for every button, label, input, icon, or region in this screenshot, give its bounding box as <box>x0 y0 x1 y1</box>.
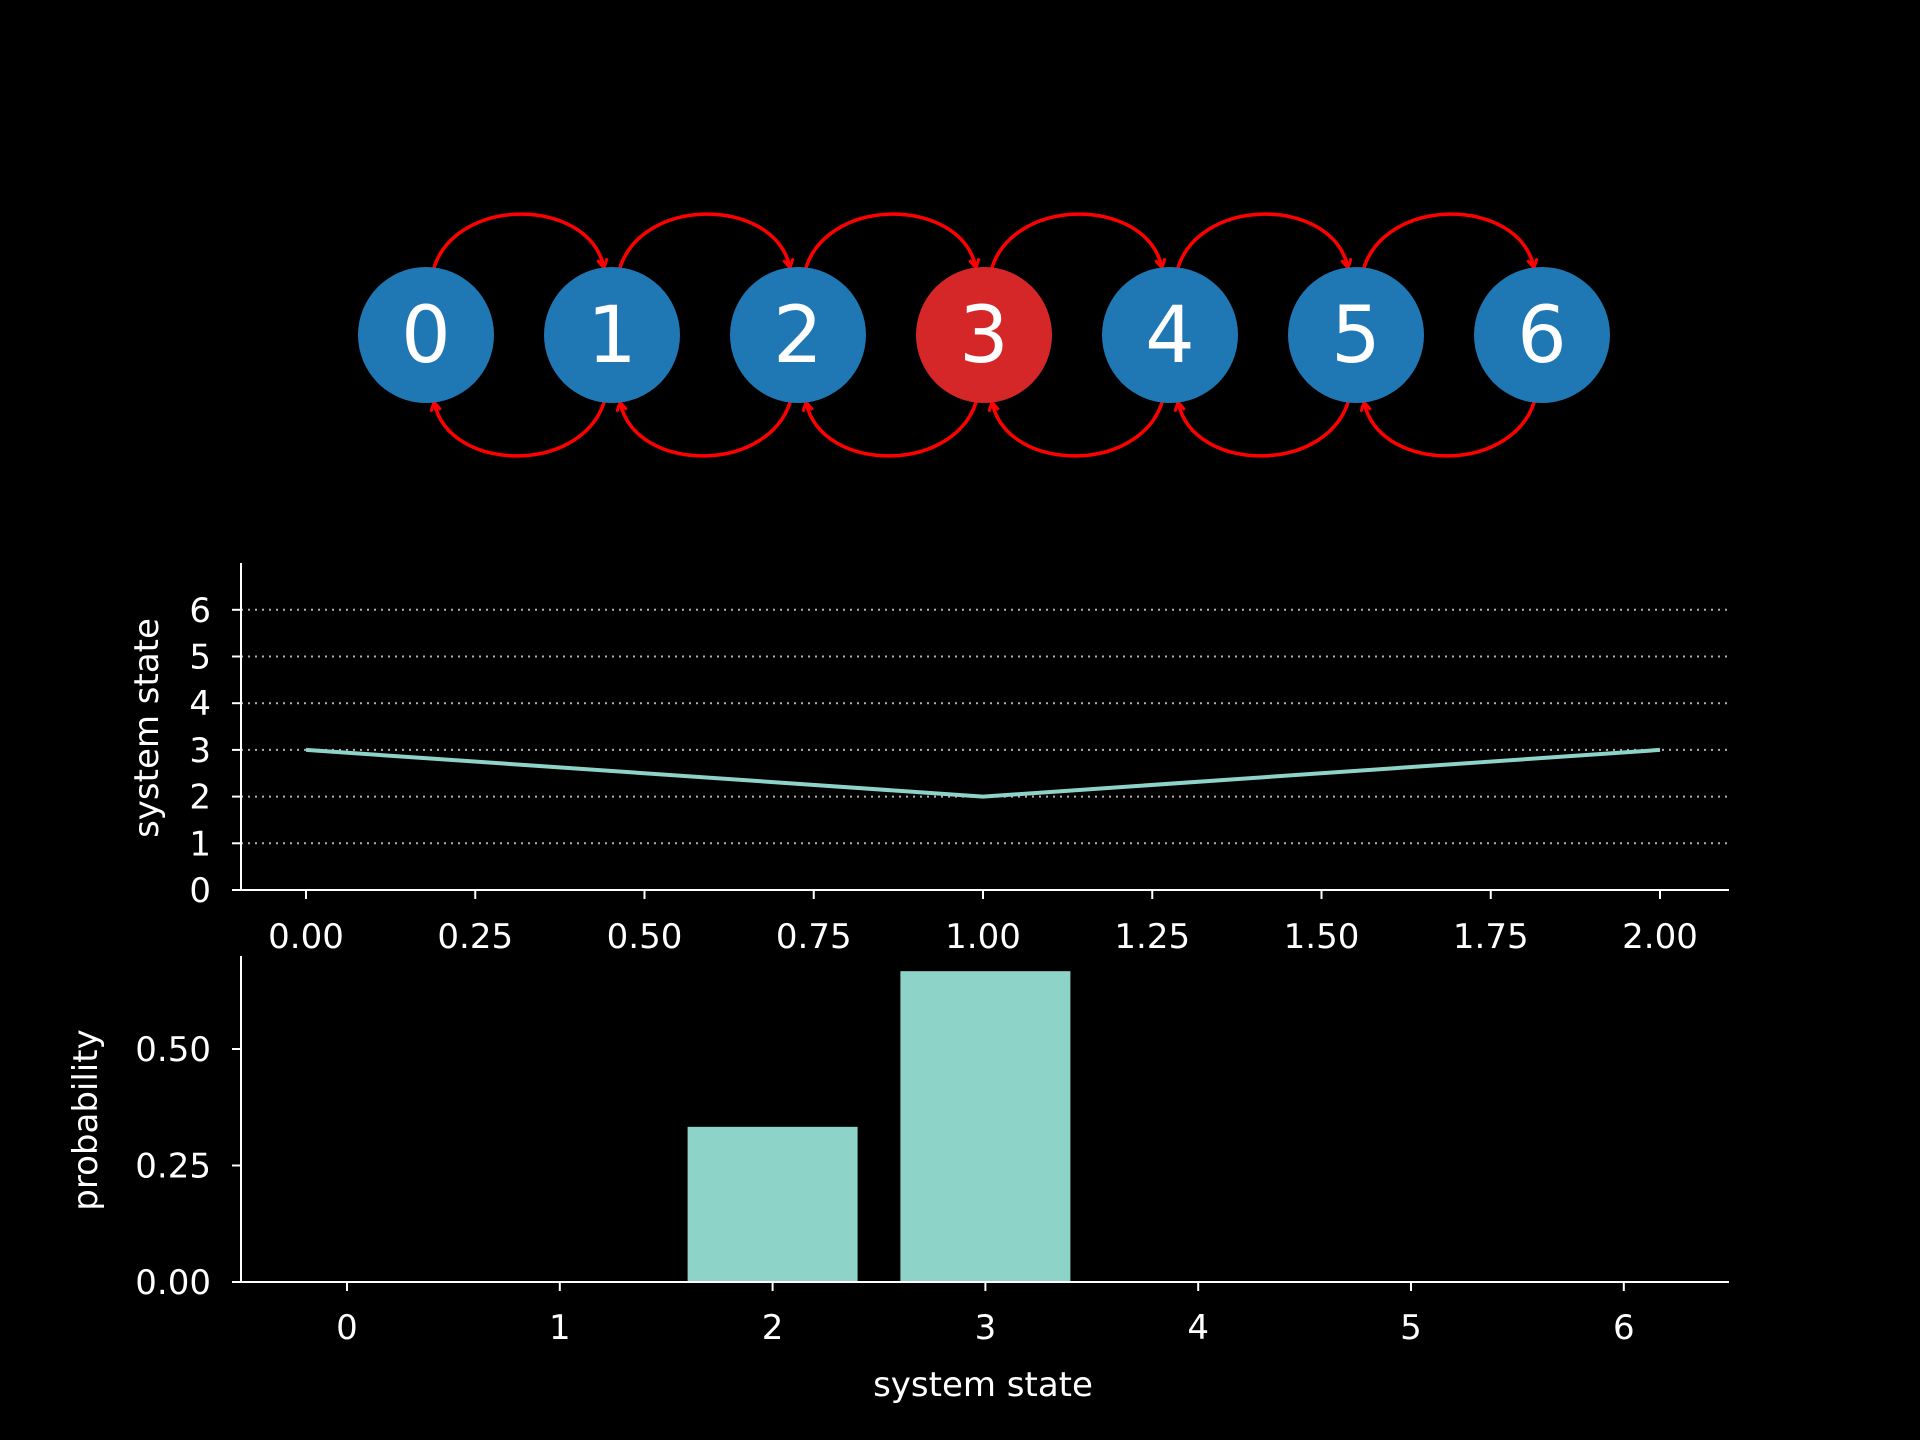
transition-arrow-3-to-2 <box>806 394 980 458</box>
state-trajectory-line <box>305 747 1661 799</box>
state-node-label: 6 <box>1517 291 1567 381</box>
diagram-edges <box>430 212 1538 458</box>
transition-arrow-1-to-2 <box>616 212 790 276</box>
transition-arrow-3-to-4 <box>988 212 1162 276</box>
state-node-5 <box>1288 267 1424 403</box>
diagram-nodes: 0 1 2 3 4 5 6 <box>358 267 1610 403</box>
state-node-label: 5 <box>1331 291 1381 381</box>
transition-arrow-0-to-1 <box>430 212 604 276</box>
x-tick-label: 1.25 <box>1114 917 1190 957</box>
state-node-1 <box>544 267 680 403</box>
y-tick-label: 0 <box>189 871 211 911</box>
state-node-3 <box>916 267 1052 403</box>
bar-chart-bars <box>687 971 1071 1282</box>
line-chart-y-label: system state <box>127 618 167 838</box>
x-tick-label: 5 <box>1400 1308 1422 1348</box>
line-chart-gridlines <box>241 608 1729 845</box>
transition-arrow-4-to-3 <box>992 394 1166 458</box>
line-chart-y-ticks: 0 1 2 3 4 5 6 <box>189 591 241 911</box>
state-node-label: 4 <box>1145 291 1195 381</box>
probability-chart: 0 1 2 3 4 5 6 0.00 0.25 0.50 system state probab… <box>66 956 1729 1405</box>
state-node-label: 0 <box>401 291 451 381</box>
transition-arrow-2-to-1 <box>620 394 794 458</box>
state-node-6 <box>1474 267 1610 403</box>
x-tick-label: 0.75 <box>776 917 852 957</box>
transition-arrow-2-to-3 <box>802 212 976 276</box>
bar-chart-y-label: probability <box>66 1029 106 1210</box>
transition-arrow-1-to-0 <box>434 394 608 458</box>
bar-chart-x-ticks: 0 1 2 3 4 5 6 <box>336 1282 1635 1348</box>
x-tick-label: 0.00 <box>268 917 344 957</box>
x-tick-label: 0.50 <box>607 917 683 957</box>
state-node-label: 2 <box>773 291 823 381</box>
bar-chart-y-ticks: 0.00 0.25 0.50 <box>135 1030 241 1303</box>
state-node-label: 1 <box>587 291 637 381</box>
x-tick-label: 1.00 <box>945 917 1021 957</box>
y-tick-label: 0.25 <box>135 1147 211 1187</box>
y-tick-label: 5 <box>189 638 211 678</box>
probability-bar-3 <box>900 971 1071 1282</box>
line-chart-axes <box>240 563 1729 891</box>
bar-chart-x-label: system state <box>873 1365 1093 1405</box>
transition-arrow-5-to-6 <box>1360 212 1534 276</box>
x-tick-label: 0 <box>336 1308 358 1348</box>
y-tick-label: 4 <box>189 684 211 724</box>
transition-arrow-6-to-5 <box>1364 394 1538 458</box>
state-diagram: 0 1 2 3 4 5 6 <box>358 212 1610 458</box>
y-tick-label: 6 <box>189 591 211 631</box>
x-tick-label: 3 <box>975 1308 997 1348</box>
x-tick-label: 2 <box>762 1308 784 1348</box>
transition-arrow-5-to-4 <box>1178 394 1352 458</box>
state-trajectory-chart: 0.00 0.25 0.50 0.75 1.00 1.25 1.50 1.75 2.00 0 1 2… <box>127 563 1729 957</box>
y-tick-label: 0.00 <box>135 1263 211 1303</box>
x-tick-label: 2.00 <box>1622 917 1698 957</box>
x-tick-label: 1.75 <box>1453 917 1529 957</box>
transition-arrow-4-to-5 <box>1174 212 1348 276</box>
line-chart-series <box>305 747 1661 799</box>
line-chart-x-ticks: 0.00 0.25 0.50 0.75 1.00 1.25 1.50 1.75 2.00 <box>268 890 1698 957</box>
state-node-4 <box>1102 267 1238 403</box>
x-tick-label: 1 <box>549 1308 571 1348</box>
x-tick-label: 6 <box>1613 1308 1635 1348</box>
state-node-2 <box>730 267 866 403</box>
y-tick-label: 3 <box>189 731 211 771</box>
state-node-0 <box>358 267 494 403</box>
x-tick-label: 4 <box>1187 1308 1209 1348</box>
probability-bar-2 <box>687 1126 858 1282</box>
state-node-label: 3 <box>959 291 1009 381</box>
y-tick-label: 0.50 <box>135 1030 211 1070</box>
x-tick-label: 1.50 <box>1284 917 1360 957</box>
y-tick-label: 2 <box>189 778 211 818</box>
x-tick-label: 0.25 <box>437 917 513 957</box>
y-tick-label: 1 <box>189 824 211 864</box>
